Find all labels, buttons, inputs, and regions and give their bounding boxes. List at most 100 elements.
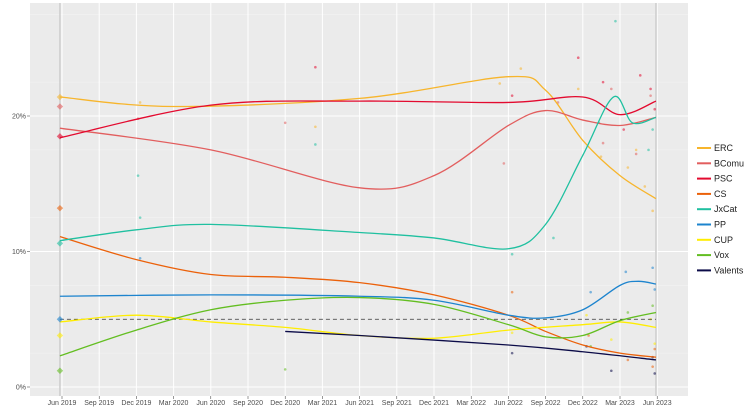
poll-point-erc bbox=[599, 155, 603, 158]
poll-point-vox bbox=[651, 304, 654, 308]
legend-label-psc: PSC bbox=[714, 174, 733, 184]
poll-point-jxcat bbox=[136, 174, 140, 177]
legend-label-cs: CS bbox=[714, 189, 727, 199]
trend-line-bcomu bbox=[59, 109, 657, 190]
poll-point-erc bbox=[576, 87, 580, 91]
x-tick-label: Jun 2023 bbox=[643, 400, 672, 407]
poll-point-valents bbox=[610, 369, 613, 373]
poll-point-jxcat bbox=[651, 128, 654, 131]
legend-label-cup: CUP bbox=[714, 235, 733, 245]
trend-line-valents bbox=[285, 330, 657, 361]
x-tick-label: Jun 2022 bbox=[494, 400, 523, 407]
legend-label-jxcat: JxCat bbox=[714, 204, 738, 214]
legend-label-erc: ERC bbox=[714, 143, 734, 153]
x-tick-label: Jun 2020 bbox=[196, 400, 225, 407]
poll-point-bcomu bbox=[283, 121, 287, 125]
poll-point-erc bbox=[314, 125, 317, 129]
poll-point-cup bbox=[653, 342, 657, 345]
election-marker-erc bbox=[56, 93, 64, 101]
election-marker-vox bbox=[56, 367, 64, 374]
election-marker-cs bbox=[56, 204, 64, 212]
poll-point-bcomu bbox=[601, 141, 605, 145]
x-tick-label: Dec 2019 bbox=[121, 400, 151, 407]
x-tick-label: Jun 2019 bbox=[48, 400, 77, 407]
poll-point-erc bbox=[651, 209, 654, 213]
poll-point-jxcat bbox=[138, 216, 142, 219]
poll-point-cup bbox=[585, 313, 588, 317]
poll-point-vox bbox=[283, 368, 287, 371]
poll-point-cs bbox=[651, 365, 654, 368]
trend-line-vox bbox=[59, 296, 657, 357]
poll-point-cup bbox=[510, 331, 514, 335]
plot-panel bbox=[30, 3, 688, 396]
trend-line-erc bbox=[59, 75, 657, 200]
x-tick-label: Sep 2019 bbox=[84, 400, 114, 407]
poll-point-cs bbox=[587, 334, 590, 337]
poll-point-erc bbox=[498, 82, 502, 85]
poll-point-pp bbox=[589, 290, 592, 294]
trend-lines bbox=[59, 75, 657, 361]
poll-point-psc bbox=[314, 65, 317, 69]
x-tick-label: Dec 2022 bbox=[568, 400, 598, 407]
poll-point-erc bbox=[519, 67, 523, 70]
poll-point-vox bbox=[626, 311, 630, 314]
poll-point-jxcat bbox=[314, 143, 317, 146]
poll-point-psc bbox=[510, 94, 514, 97]
y-tick-label: 10% bbox=[12, 249, 26, 256]
poll-point-pp bbox=[138, 256, 142, 260]
poll-point-erc bbox=[626, 166, 630, 169]
poll-point-pp bbox=[653, 288, 657, 291]
poll-point-psc bbox=[638, 74, 642, 77]
poll-point-cs bbox=[653, 347, 657, 351]
x-tick-label: Jun 2021 bbox=[345, 400, 374, 407]
poll-point-erc bbox=[634, 148, 638, 152]
poll-point-jxcat bbox=[510, 252, 514, 256]
trend-line-psc bbox=[59, 96, 657, 139]
poll-point-psc bbox=[622, 128, 626, 131]
poll-point-cs bbox=[626, 358, 630, 362]
poll-point-bcomu bbox=[649, 94, 652, 97]
x-tick-label: Mar 2021 bbox=[308, 400, 338, 407]
election-marker-psc bbox=[56, 133, 64, 140]
poll-point-valents bbox=[653, 372, 657, 375]
poll-point-bcomu bbox=[634, 152, 638, 156]
poll-point-erc bbox=[138, 101, 142, 104]
election-marker-pp bbox=[56, 316, 64, 323]
election-marker-bcomu bbox=[56, 103, 64, 110]
x-axis: Jun 2019 Sep 2019 Dec 2019 Mar 2020 Jun 2020… bbox=[48, 396, 672, 407]
poll-point-pp bbox=[624, 270, 628, 274]
legend: ERC BComu PSC CS JxCat PP CUP Vox Valents bbox=[697, 143, 744, 275]
x-tick-label: Sep 2022 bbox=[531, 400, 561, 407]
poll-point-bcomu bbox=[610, 87, 613, 91]
event-lines bbox=[59, 3, 657, 396]
legend-label-vox: Vox bbox=[714, 250, 730, 260]
legend-label-valents: Valents bbox=[714, 265, 744, 275]
poll-point-pp bbox=[651, 266, 654, 270]
poll-point-bcomu bbox=[502, 162, 506, 165]
poll-point-valents bbox=[510, 351, 514, 355]
trend-line-cs bbox=[59, 235, 657, 358]
poll-point-psc bbox=[649, 87, 652, 91]
poll-point-jxcat bbox=[552, 236, 555, 240]
poll-point-cs bbox=[510, 290, 514, 294]
poll-point-jxcat bbox=[647, 148, 650, 152]
y-axis: 0% 10% 20% bbox=[12, 114, 30, 392]
legend-label-bcomu: BComu bbox=[714, 158, 744, 168]
legend-label-pp: PP bbox=[714, 220, 726, 230]
x-tick-label: Mar 2022 bbox=[456, 400, 486, 407]
election-marker-cup bbox=[56, 332, 64, 339]
x-tick-label: Mar 2020 bbox=[159, 400, 189, 407]
x-tick-label: Sep 2020 bbox=[233, 400, 263, 407]
x-tick-label: Mar 2023 bbox=[605, 400, 635, 407]
poll-point-erc bbox=[643, 185, 647, 188]
x-tick-label: Sep 2021 bbox=[382, 400, 412, 407]
election-markers bbox=[56, 93, 64, 374]
x-tick-label: Dec 2021 bbox=[419, 400, 449, 407]
y-tick-label: 0% bbox=[16, 385, 26, 392]
trend-line-jxcat bbox=[59, 95, 657, 250]
poll-point-jxcat bbox=[614, 19, 617, 23]
poll-point-psc bbox=[653, 107, 657, 111]
x-tick-label: Dec 2020 bbox=[270, 400, 300, 407]
poll-point-cup bbox=[610, 338, 613, 341]
poll-point-psc bbox=[576, 56, 580, 60]
